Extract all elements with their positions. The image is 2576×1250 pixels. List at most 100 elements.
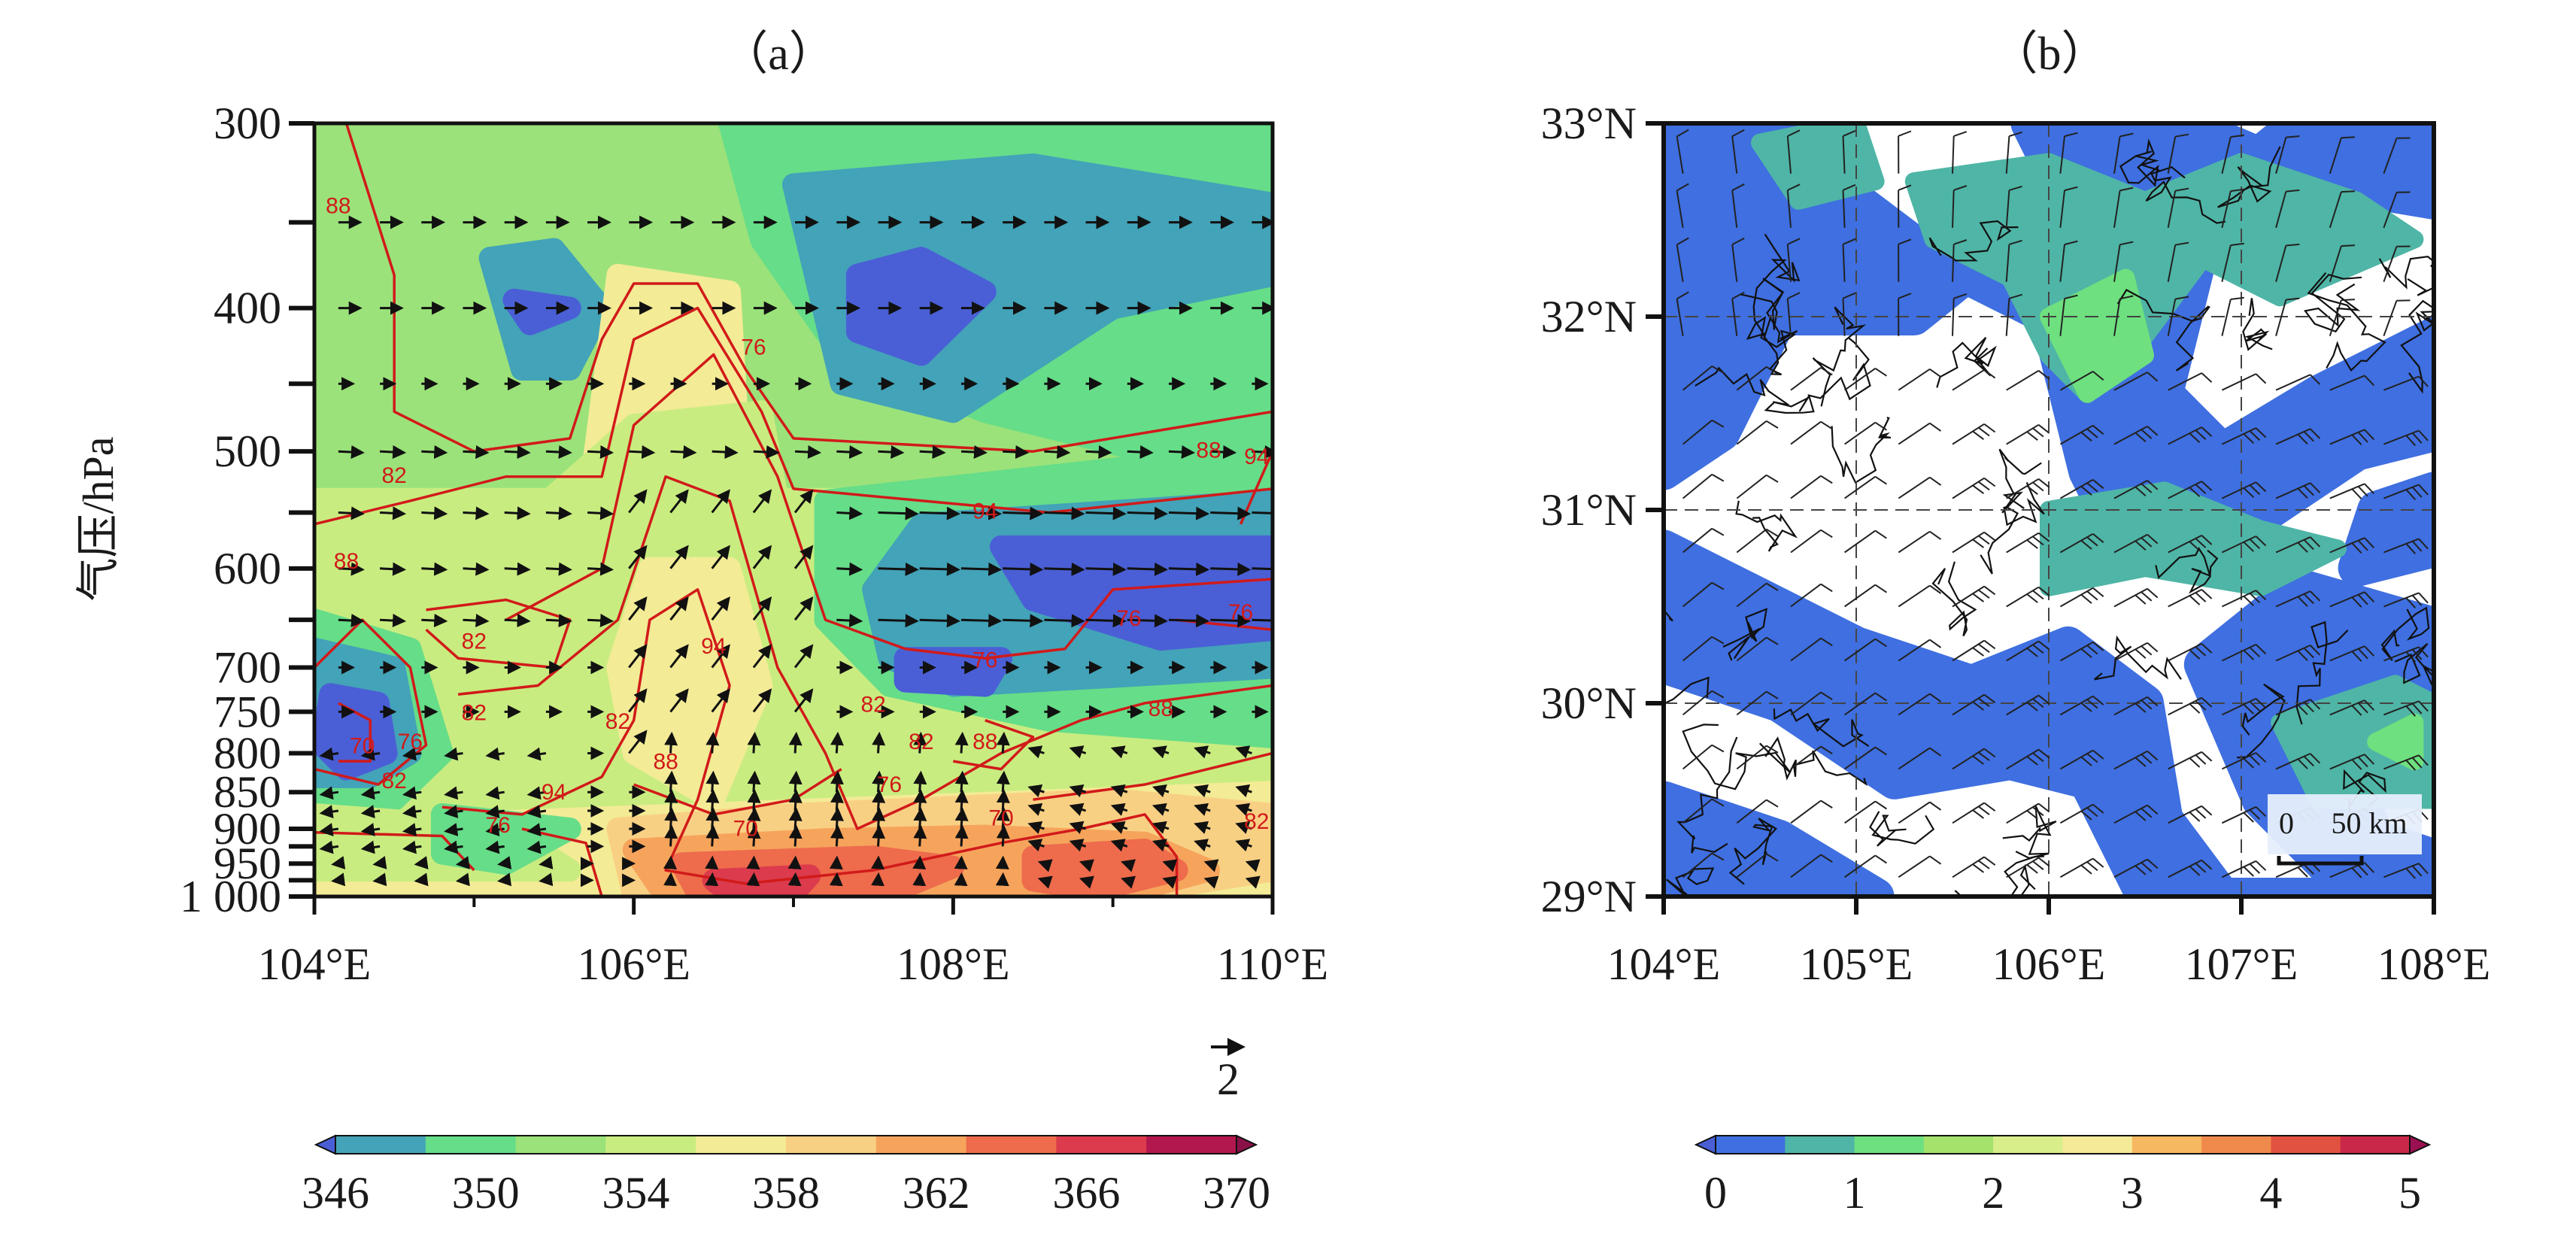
wind-vector xyxy=(712,451,736,453)
contour-label: 70 xyxy=(733,816,758,841)
contour-label: 82 xyxy=(381,463,406,488)
contour-label: 82 xyxy=(1244,809,1269,834)
wind-vector xyxy=(546,620,570,621)
lon-tick-label: 104°E xyxy=(1607,939,1721,989)
lon-tick-label: 108°E xyxy=(2377,939,2491,989)
wind-vector xyxy=(671,773,672,793)
colorbar-b-swatch xyxy=(2201,1136,2271,1154)
wind-vector xyxy=(463,620,487,621)
wind-vector xyxy=(380,569,404,570)
wind-vector xyxy=(505,620,529,621)
panel-b-title: （b） xyxy=(1991,29,2107,80)
colorbar-a-swatch xyxy=(1146,1136,1236,1154)
wind-vector xyxy=(1123,862,1127,863)
wind-vector xyxy=(546,569,570,570)
wind-vector xyxy=(1040,862,1045,863)
lon-tick-label: 105°E xyxy=(1800,939,1913,989)
wind-vector xyxy=(961,827,963,847)
colorbar-b-swatch xyxy=(2271,1136,2341,1154)
wind-vector xyxy=(1169,451,1193,453)
wind-vector xyxy=(421,513,445,514)
colorbar-b-swatch xyxy=(1855,1136,1925,1154)
wind-vector xyxy=(920,827,921,847)
y-tick-label: 1 000 xyxy=(180,872,281,921)
wind-vector xyxy=(338,451,363,453)
wind-vector xyxy=(1206,879,1210,881)
wind-vector xyxy=(836,858,837,864)
wind-vector xyxy=(961,809,963,829)
wind-vector xyxy=(1003,569,1041,570)
wind-vector xyxy=(338,513,363,514)
colorbar-a-tick-label: 370 xyxy=(1203,1168,1270,1218)
x-tick-label: 104°E xyxy=(258,939,372,989)
colorbar-a-tick-label: 354 xyxy=(602,1168,669,1218)
wind-vector xyxy=(1127,451,1151,453)
wind-vector xyxy=(1248,862,1252,863)
wind-vector xyxy=(878,513,917,514)
wind-vector xyxy=(1003,773,1004,793)
vector-reference: 2 xyxy=(1211,1047,1242,1104)
wind-vector xyxy=(587,451,611,453)
colorbar-b-extend-high xyxy=(2410,1136,2429,1154)
colorbar-a-swatch xyxy=(876,1136,966,1154)
contour-label: 82 xyxy=(462,701,487,726)
wind-vector xyxy=(541,863,546,864)
wind-vector xyxy=(1086,513,1124,514)
wind-vector xyxy=(1248,879,1252,881)
wind-vector xyxy=(795,875,796,881)
wind-vector xyxy=(1206,862,1210,863)
wind-vector xyxy=(836,513,860,514)
colorbar-a-swatch xyxy=(426,1136,516,1154)
wind-vector xyxy=(463,513,487,514)
colorbar-b-tick-label: 5 xyxy=(2399,1168,2421,1218)
lat-tick-label: 29°N xyxy=(1541,872,1637,921)
wind-vector xyxy=(1044,569,1082,570)
wind-vector xyxy=(795,734,796,754)
wind-vector xyxy=(380,620,404,621)
contour-label: 82 xyxy=(860,692,885,717)
wind-vector xyxy=(1003,451,1027,453)
wind-vector xyxy=(795,791,796,811)
colorbar-a-tick-label: 346 xyxy=(302,1168,369,1218)
contour-label: 76 xyxy=(877,772,902,797)
colorbar-a-tick-label: 358 xyxy=(752,1168,820,1218)
wind-vector xyxy=(961,734,963,754)
wind-vector xyxy=(505,569,529,570)
contour-label: 76 xyxy=(1116,606,1141,631)
wind-vector xyxy=(712,875,713,881)
wind-vector xyxy=(1086,451,1110,453)
wind-vector xyxy=(1082,862,1086,863)
wind-vector xyxy=(1044,513,1082,514)
colorbar-a-swatch xyxy=(696,1136,786,1154)
shading-region xyxy=(1033,850,1177,890)
wind-vector xyxy=(505,513,529,514)
colorbar-b-tick-label: 0 xyxy=(1704,1168,1727,1218)
colorbar-b-swatch xyxy=(2132,1136,2202,1154)
colorbar-a-swatch xyxy=(1056,1136,1146,1154)
wind-vector xyxy=(1210,569,1249,570)
contour-label: 88 xyxy=(334,549,359,574)
wind-vector xyxy=(587,569,611,570)
wind-vector xyxy=(795,809,796,829)
wind-vector xyxy=(836,734,838,754)
wind-vector xyxy=(836,791,838,811)
wind-vector xyxy=(878,809,880,829)
wind-vector xyxy=(961,773,963,793)
contour-label: 82 xyxy=(462,630,487,654)
wind-vector xyxy=(1169,620,1207,621)
colorbar-b-tick-label: 2 xyxy=(1982,1168,2004,1218)
colorbar-b-tick-label: 1 xyxy=(1843,1168,1866,1218)
wind-vector xyxy=(421,451,445,453)
wind-vector xyxy=(1164,862,1169,863)
wind-vector xyxy=(795,858,796,864)
wind-barb-feather xyxy=(2341,245,2355,246)
contour-label: 94 xyxy=(1244,444,1269,469)
panel-a-title: （a） xyxy=(721,29,836,80)
wind-vector xyxy=(754,791,755,811)
wind-vector xyxy=(836,620,860,621)
x-tick-label: 110°E xyxy=(1217,939,1328,989)
wind-vector xyxy=(499,863,505,864)
wind-vector xyxy=(836,809,838,829)
lon-tick-label: 107°E xyxy=(2185,939,2298,989)
